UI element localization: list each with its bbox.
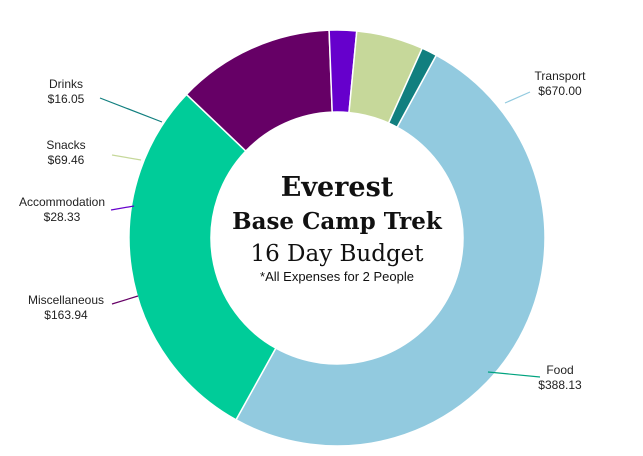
leader-line-miscellaneous [111, 295, 139, 305]
chart-title-line-1: Everest [281, 172, 394, 203]
slice-value-transport: $670.00 [538, 84, 582, 98]
slice-transport [234, 54, 546, 447]
labels-group: Transport$670.00 Food$388.13 Miscellaneous… [19, 69, 586, 392]
slice-label-transport: Transport [535, 69, 587, 83]
leader-line-snacks [111, 154, 142, 161]
slice-value-food: $388.13 [538, 378, 582, 392]
chart-title-line-2: Base Camp Trek [232, 208, 443, 235]
slice-value-miscellaneous: $163.94 [44, 308, 88, 322]
chart-subtitle: 16 Day Budget [250, 241, 424, 267]
slice-drinks [387, 47, 438, 129]
slices-group [128, 29, 546, 447]
slice-value-accommodation: $28.33 [44, 210, 81, 224]
slice-label-accommodation: Accommodation [19, 195, 105, 209]
slice-value-drinks: $16.05 [48, 92, 85, 106]
slice-label-food: Food [546, 363, 573, 377]
slice-label-snacks: Snacks [46, 138, 85, 152]
slice-value-snacks: $69.46 [48, 153, 85, 167]
chart-note: *All Expenses for 2 People [260, 269, 414, 284]
slice-food [128, 93, 277, 421]
leader-line-food [487, 371, 541, 378]
leader-line-accommodation [110, 205, 135, 211]
slice-label-drinks: Drinks [49, 77, 83, 91]
slice-label-miscellaneous: Miscellaneous [28, 293, 104, 307]
leader-line-transport [504, 91, 531, 104]
leader-lines-group [99, 91, 541, 378]
leader-line-drinks [99, 97, 163, 123]
